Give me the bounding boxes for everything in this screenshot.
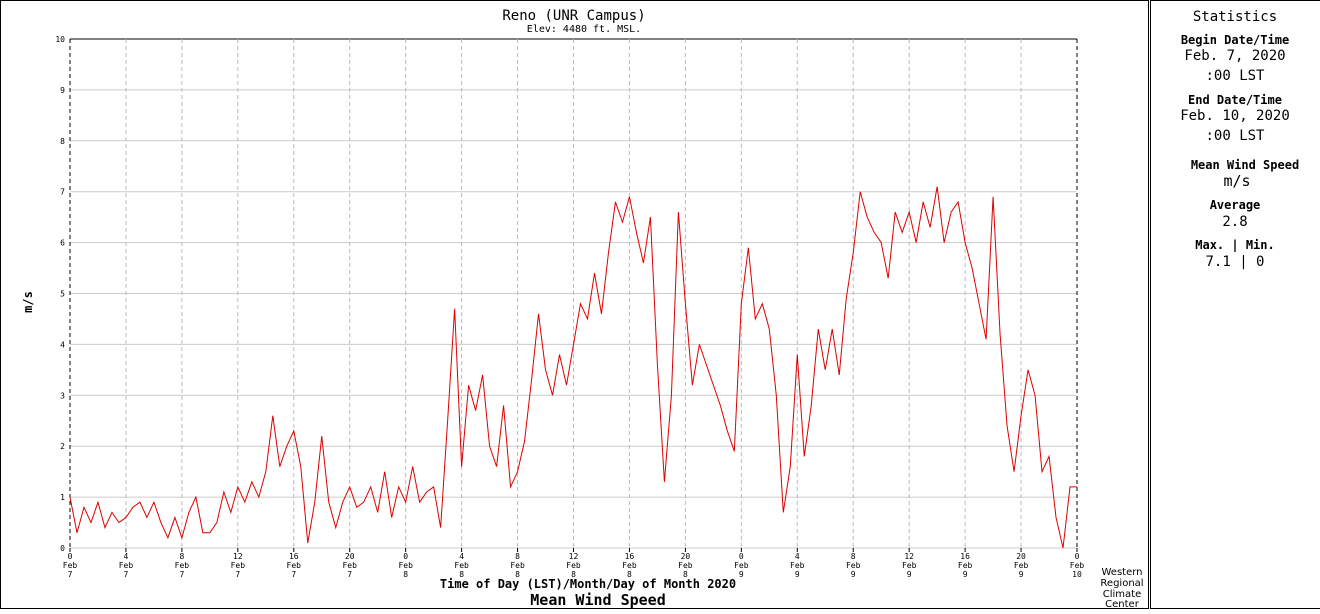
x-tick-day: 9 [851,570,856,579]
x-tick-day: 7 [235,570,240,579]
x-tick-label: 0 [739,552,744,561]
x-tick-day: 9 [739,570,744,579]
x-tick-label: 16 [960,552,970,561]
x-tick-label: 20 [345,552,355,561]
x-tick-day: 8 [683,570,688,579]
y-tick-label: 9 [60,86,65,95]
stats-value: Feb. 7, 2020 [1184,48,1285,64]
x-tick-label: 0 [403,552,408,561]
x-tick-day: 9 [963,570,968,579]
x-tick-month: Feb [231,561,246,570]
x-tick-day: 7 [291,570,296,579]
x-tick-month: Feb [398,561,413,570]
credit-line: Western [1101,567,1142,578]
stats-label: Average [1210,198,1261,212]
x-tick-label: 4 [459,552,464,561]
y-tick-label: 6 [60,239,65,248]
x-tick-month: Feb [1070,561,1085,570]
stats-label: Begin Date/Time [1181,33,1289,47]
x-tick-day: 7 [124,570,129,579]
y-tick-label: 7 [60,188,65,197]
y-tick-label: 4 [60,340,65,349]
y-tick-label: 3 [60,391,65,400]
x-tick-label: 4 [795,552,800,561]
x-tick-label: 12 [904,552,914,561]
x-tick-month: Feb [510,561,525,570]
x-tick-label: 20 [1016,552,1026,561]
x-tick-label: 8 [179,552,184,561]
x-tick-month: Feb [958,561,973,570]
x-tick-day: 8 [627,570,632,579]
x-tick-label: 4 [124,552,129,561]
x-tick-label: 0 [68,552,73,561]
x-tick-month: Feb [566,561,581,570]
x-tick-month: Feb [175,561,190,570]
stats-value: :00 LST [1205,128,1265,144]
credit-line: Regional [1100,578,1143,589]
x-tick-month: Feb [342,561,357,570]
x-tick-day: 7 [179,570,184,579]
x-tick-day: 9 [907,570,912,579]
x-tick-label: 20 [681,552,691,561]
stats-frame [1151,1,1320,609]
x-tick-label: 8 [515,552,520,561]
chart-subtitle: Elev: 4480 ft. MSL. [527,24,641,35]
stats-value: Feb. 10, 2020 [1180,108,1290,124]
stats-value: 2.8 [1222,214,1247,230]
x-tick-day: 8 [571,570,576,579]
x-tick-month: Feb [846,561,861,570]
y-tick-label: 1 [60,493,65,502]
x-tick-day: 8 [515,570,520,579]
x-tick-month: Feb [119,561,134,570]
y-tick-label: 8 [60,137,65,146]
x-tick-month: Feb [902,561,917,570]
x-tick-day: 7 [68,570,73,579]
stats-value: 7.1 | 0 [1205,254,1264,270]
x-tick-label: 12 [233,552,243,561]
x-tick-day: 9 [1019,570,1024,579]
x-tick-month: Feb [622,561,637,570]
y-axis-label: m/s [21,291,35,313]
y-tick-label: 5 [60,290,65,299]
stats-label: Mean Wind Speed [1191,158,1299,172]
x-tick-day: 9 [795,570,800,579]
y-tick-label: 0 [60,544,65,553]
x-tick-label: 16 [625,552,635,561]
x-tick-day: 10 [1072,570,1082,579]
x-tick-month: Feb [1014,561,1029,570]
chart-caption: Mean Wind Speed [530,591,665,609]
x-tick-month: Feb [734,561,749,570]
x-tick-label: 12 [569,552,579,561]
stats-title: Statistics [1193,9,1277,25]
x-tick-day: 8 [403,570,408,579]
x-tick-month: Feb [454,561,469,570]
x-tick-month: Feb [790,561,805,570]
chart-frame [1,1,1149,609]
x-tick-day: 8 [459,570,464,579]
x-axis-label: Time of Day (LST)/Month/Day of Month 202… [440,577,736,591]
stats-label: Max. | Min. [1195,238,1274,252]
y-tick-label: 10 [55,35,65,44]
x-tick-month: Feb [287,561,302,570]
y-tick-label: 2 [60,442,65,451]
x-tick-day: 7 [347,570,352,579]
x-tick-month: Feb [63,561,78,570]
x-tick-month: Feb [678,561,693,570]
chart-title: Reno (UNR Campus) [502,8,645,24]
x-tick-label: 8 [851,552,856,561]
stats-value: :00 LST [1205,68,1265,84]
stats-label: End Date/Time [1188,93,1282,107]
credit-line: Center [1105,599,1140,610]
x-tick-label: 16 [289,552,299,561]
x-tick-label: 0 [1075,552,1080,561]
stats-value: m/s [1223,172,1250,190]
